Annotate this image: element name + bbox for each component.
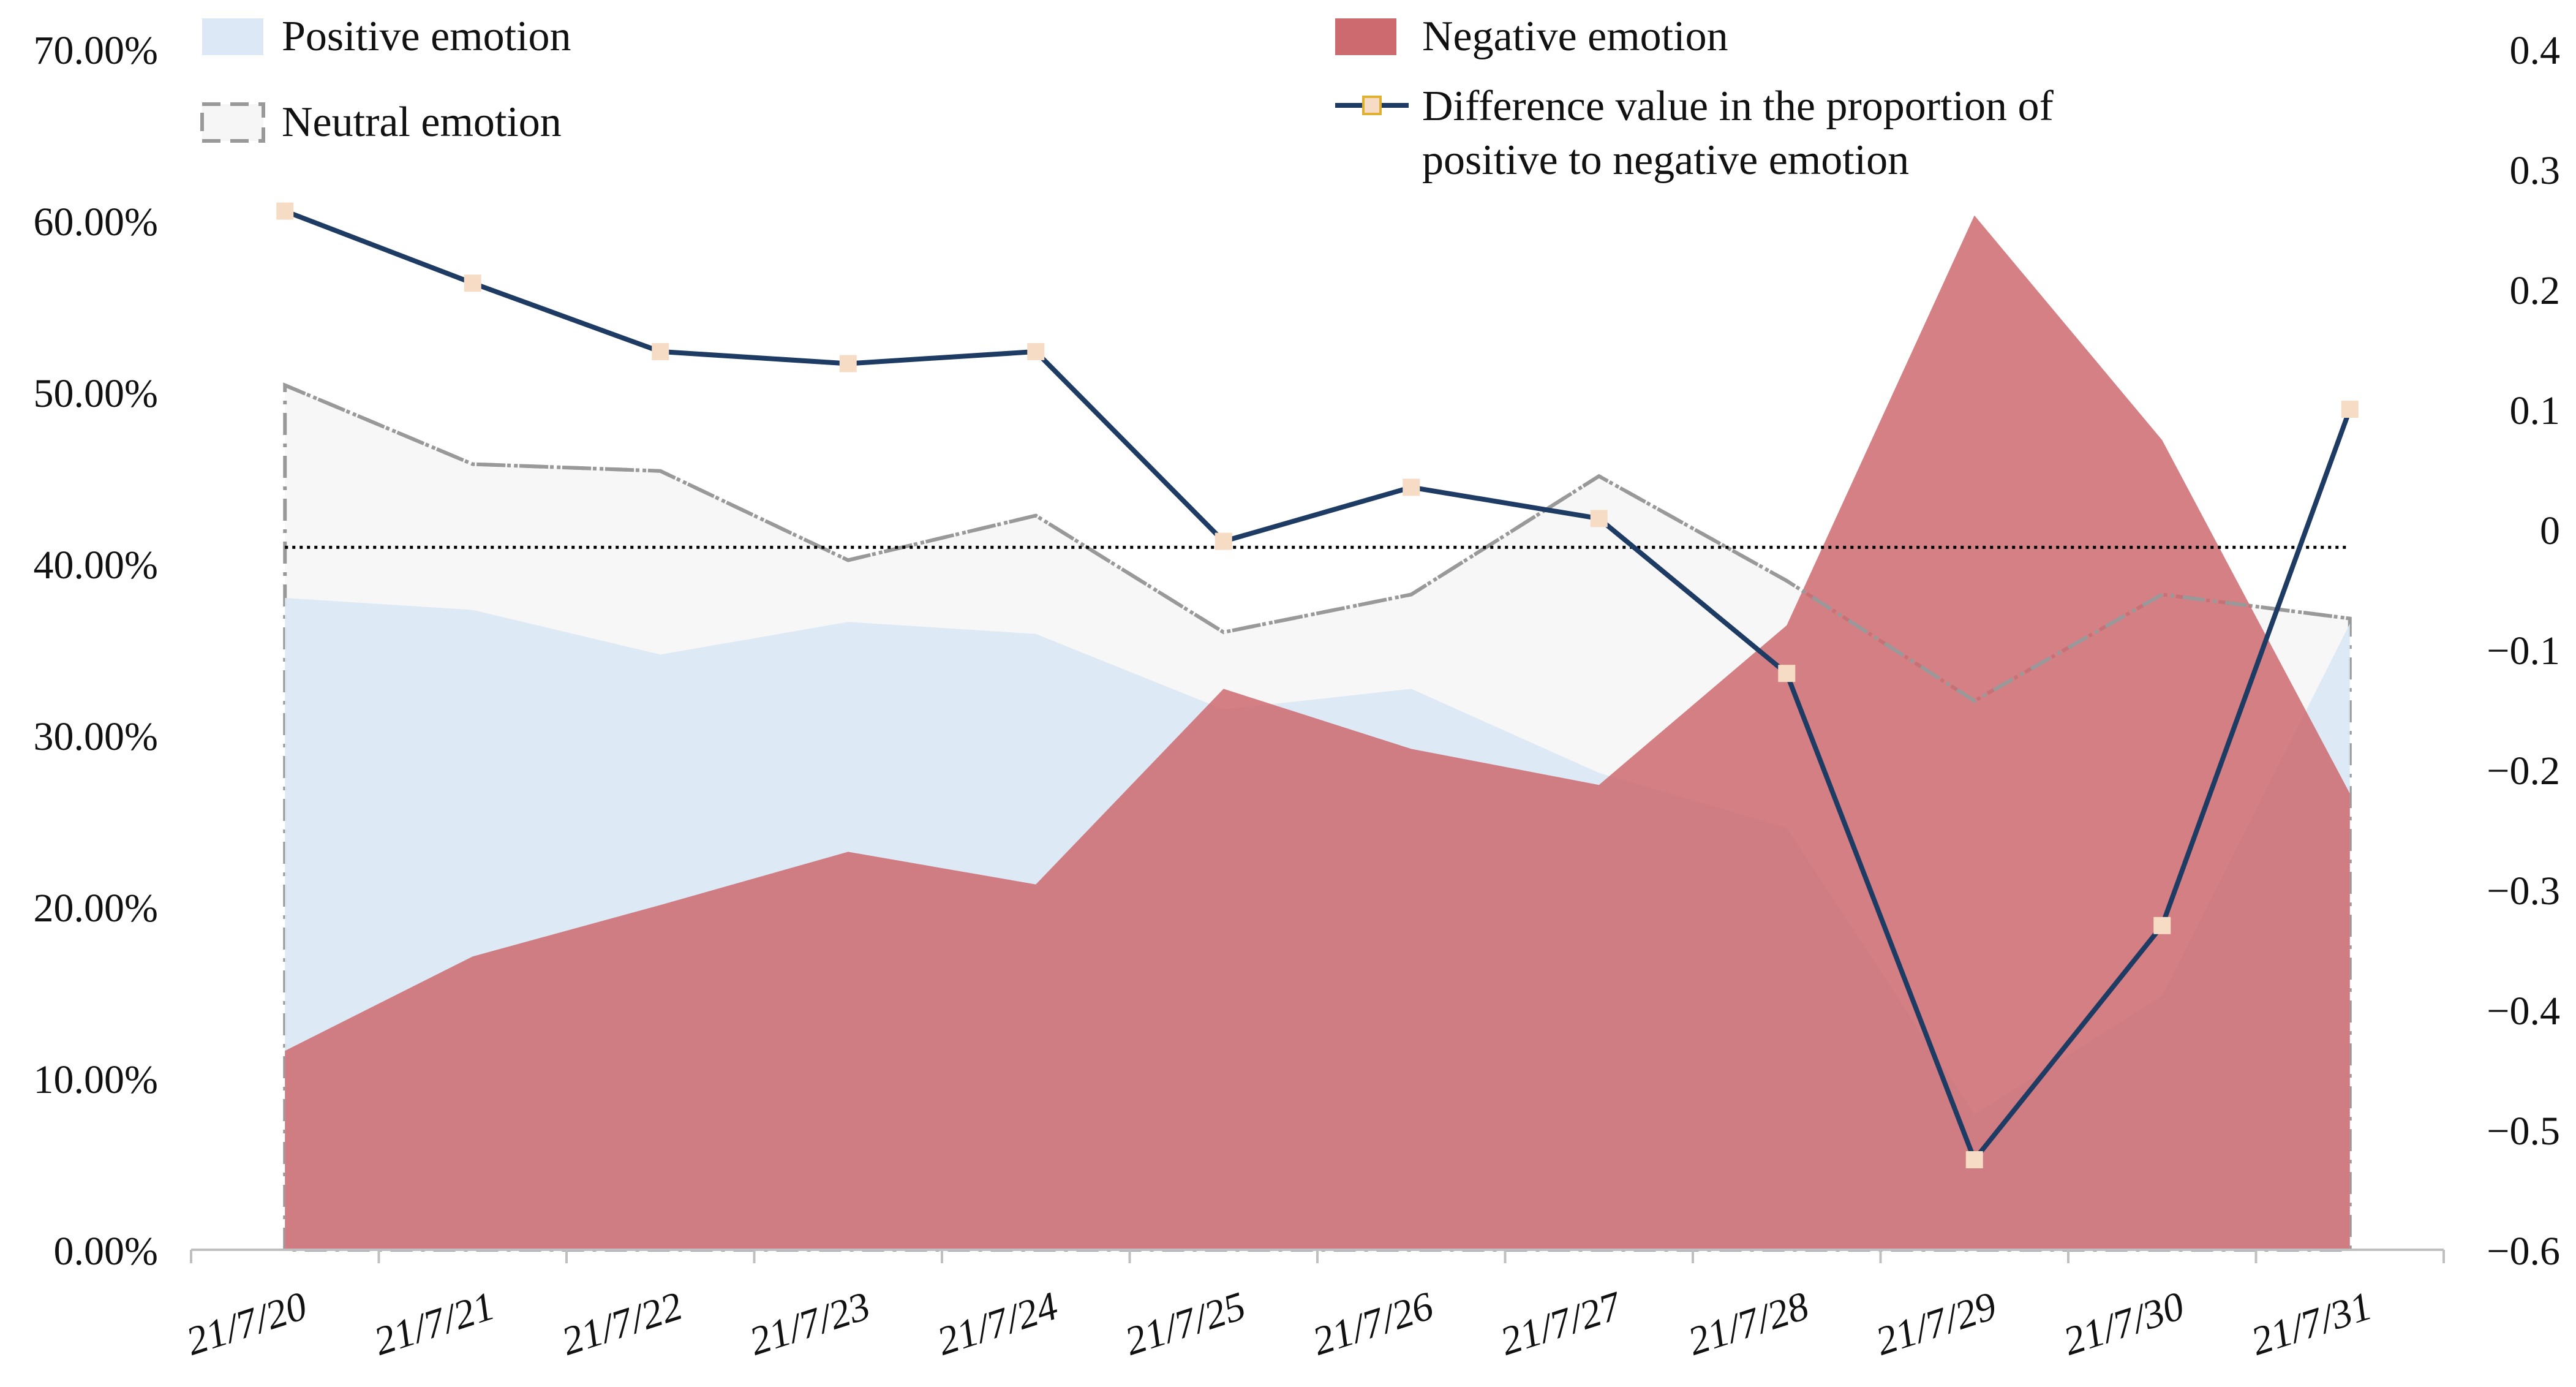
left-axis-tick-label: 0.00% [54,1229,158,1274]
x-axis-tick-label: 21/7/29 [1870,1283,2002,1364]
left-axis-tick-label: 60.00% [34,200,158,244]
difference-point-marker [2153,916,2171,934]
legend-neutral-label: Neutral emotion [282,99,562,146]
difference-point-marker [1590,510,1608,527]
right-axis-tick-label: −0.6 [2487,1229,2560,1274]
difference-point-marker [464,274,481,292]
legend-difference-marker [1362,96,1382,115]
difference-point-marker [652,342,669,360]
neutral-emotion-line [284,384,2351,703]
legend-negative-label: Negative emotion [1422,13,1728,60]
right-axis-tick-label: 0.1 [2510,388,2561,433]
right-axis-tick-label: 0 [2540,508,2560,553]
x-axis-tick-label: 21/7/22 [557,1283,688,1364]
x-axis-tick-label: 21/7/20 [181,1283,312,1364]
right-axis-tick-label: −0.2 [2487,749,2560,793]
legend-neutral-swatch [200,102,265,143]
x-axis-tick-label: 21/7/25 [1120,1283,1251,1364]
legend-positive-label: Positive emotion [282,13,571,60]
x-axis-tick-label: 21/7/27 [1495,1283,1628,1364]
left-axis-tick-label: 30.00% [34,714,158,759]
left-axis-tick-label: 50.00% [34,371,158,416]
legend-difference-label-line2: positive to negative emotion [1422,137,1909,184]
right-axis-tick-label: 0.4 [2510,28,2561,73]
left-axis-tick-label: 40.00% [34,543,158,588]
difference-point-marker [1965,1151,1983,1168]
right-axis-tick-label: 0.2 [2510,268,2561,313]
x-axis-tick-label: 21/7/28 [1683,1283,1814,1364]
right-axis-tick-label: −0.1 [2487,629,2560,673]
left-axis-tick-label: 10.00% [34,1057,158,1102]
difference-line-layer [276,202,2359,1168]
difference-point-marker [1027,342,1045,360]
difference-point-marker [276,202,294,220]
right-axis-tick-label: −0.4 [2487,989,2560,1034]
difference-point-marker [2341,401,2359,418]
axes-layer [190,545,2445,1263]
x-axis-tick-label: 21/7/21 [369,1283,500,1364]
legend: Positive emotion Neutral emotion Negativ… [200,13,2054,184]
x-axis-tick-label: 21/7/30 [2058,1283,2190,1364]
legend-negative-swatch [1335,18,1396,55]
right-axis-tick-label: −0.5 [2487,1109,2560,1154]
negative-emotion-area [285,215,2350,1250]
right-axis-tick-label: 0.3 [2510,148,2561,193]
difference-point-marker [1403,478,1420,496]
area-layer [283,215,2352,1252]
difference-series-line [284,208,2352,1162]
left-axis-tick-label: 70.00% [34,28,158,73]
legend-difference-label-line1: Difference value in the proportion of [1422,83,2054,130]
x-axis-tick-label: 21/7/23 [744,1283,875,1364]
difference-point-marker [1778,665,1796,682]
legend-positive-swatch [202,18,263,55]
x-axis-tick-label: 21/7/31 [2246,1283,2377,1364]
right-axis-tick-label: −0.3 [2487,869,2560,913]
x-axis-tick-label: 21/7/26 [1308,1283,1439,1364]
difference-point-marker [1215,532,1232,550]
x-axis-tick-label: 21/7/24 [932,1283,1063,1364]
difference-point-marker [839,355,857,372]
left-axis-tick-label: 20.00% [34,886,158,931]
